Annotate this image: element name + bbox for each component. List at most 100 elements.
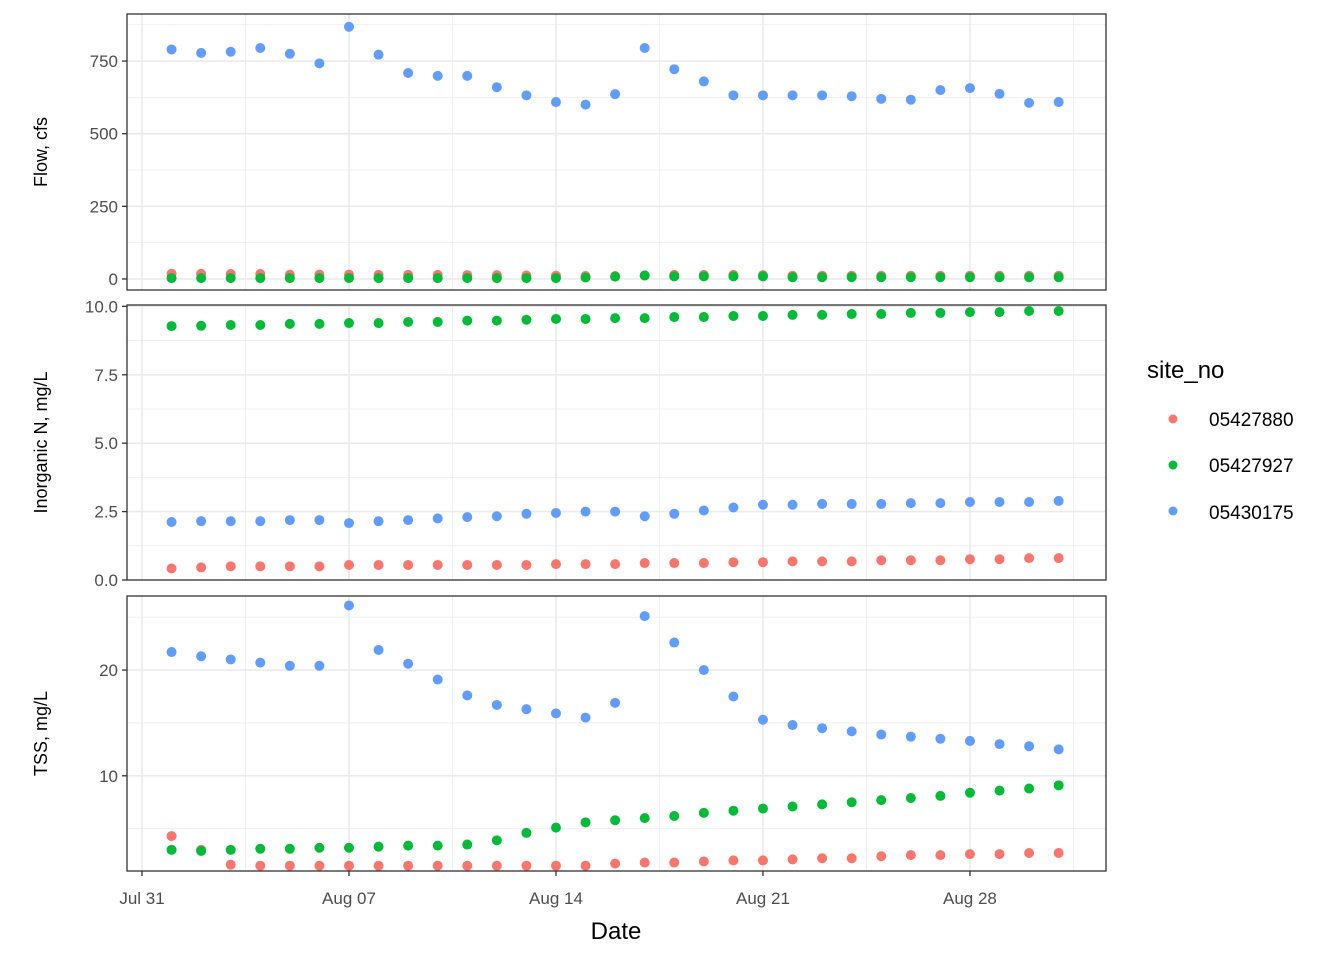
data-point — [225, 46, 236, 57]
series-05427880 — [166, 553, 1064, 574]
data-point — [639, 611, 650, 622]
series-05427927 — [166, 780, 1064, 856]
data-point — [728, 691, 739, 702]
data-point — [817, 799, 828, 810]
data-point — [462, 690, 473, 701]
data-point — [403, 860, 414, 871]
data-point — [580, 313, 591, 324]
data-point — [994, 497, 1005, 508]
x-tick-label: Aug 28 — [943, 889, 997, 908]
legend-item-05430175: 05430175 — [1168, 503, 1294, 524]
series-05430175 — [166, 495, 1064, 529]
data-point — [550, 860, 561, 871]
legend-swatch-green — [1168, 460, 1178, 470]
data-point — [698, 856, 709, 867]
data-point — [432, 559, 443, 570]
data-point — [728, 271, 739, 282]
data-point — [1024, 272, 1035, 283]
data-point — [373, 318, 384, 329]
data-point — [284, 843, 295, 854]
data-point — [284, 515, 295, 526]
data-point — [610, 559, 621, 570]
data-point — [639, 813, 650, 824]
legend-swatch-blue — [1168, 506, 1178, 516]
legend-label: 05427880 — [1209, 410, 1294, 431]
data-point — [432, 860, 443, 871]
data-point — [1024, 741, 1035, 752]
data-point — [698, 76, 709, 87]
data-point — [698, 558, 709, 569]
data-point — [314, 660, 325, 671]
legend-item-05427927: 05427927 — [1168, 456, 1294, 477]
data-point — [314, 860, 325, 871]
data-point — [550, 313, 561, 324]
data-point — [935, 733, 946, 744]
data-point — [1053, 306, 1064, 317]
y-axis-title: TSS, mg/L — [31, 691, 51, 776]
data-point — [521, 508, 532, 519]
data-point — [994, 739, 1005, 750]
data-point — [905, 555, 916, 566]
data-point — [846, 853, 857, 864]
x-axis-title: Date — [591, 918, 642, 945]
data-point — [994, 849, 1005, 860]
data-point — [964, 497, 975, 508]
data-point — [521, 90, 532, 101]
legend-item-05427880: 05427880 — [1168, 410, 1294, 431]
data-point — [1053, 744, 1064, 755]
data-point — [728, 805, 739, 816]
data-point — [166, 273, 177, 284]
data-point — [1053, 272, 1064, 283]
data-point — [817, 309, 828, 320]
data-point — [403, 559, 414, 570]
data-point — [284, 318, 295, 329]
data-point — [403, 67, 414, 78]
data-point — [314, 318, 325, 329]
data-point — [373, 644, 384, 655]
y-tick-label: 10.0 — [85, 297, 118, 316]
data-point — [225, 859, 236, 870]
data-point — [935, 498, 946, 509]
data-point — [225, 561, 236, 572]
data-point — [1053, 553, 1064, 564]
data-point — [846, 797, 857, 808]
panel-2: 0.0 2.5 5.0 7.5 10.0 Inorganic N, mg/L — [31, 297, 1107, 590]
data-point — [521, 704, 532, 715]
data-point — [166, 647, 177, 658]
data-point — [935, 850, 946, 861]
data-point — [935, 555, 946, 566]
series-05427927 — [166, 270, 1064, 284]
data-point — [491, 699, 502, 710]
data-point — [284, 660, 295, 671]
data-point — [373, 516, 384, 527]
data-point — [905, 94, 916, 105]
data-point — [610, 697, 621, 708]
data-point — [284, 860, 295, 871]
data-point — [817, 90, 828, 101]
data-point — [905, 793, 916, 804]
data-point — [787, 854, 798, 865]
data-point — [314, 58, 325, 69]
y-axis-title: Inorganic N, mg/L — [31, 371, 51, 513]
data-point — [462, 70, 473, 81]
data-point — [373, 559, 384, 570]
data-point — [255, 42, 266, 53]
data-point — [462, 315, 473, 326]
data-point — [639, 270, 650, 281]
series-05430175 — [166, 600, 1064, 755]
data-point — [905, 272, 916, 283]
data-point — [846, 272, 857, 283]
data-point — [935, 85, 946, 96]
data-point — [255, 273, 266, 284]
legend-label: 05427927 — [1209, 456, 1294, 477]
data-point — [669, 508, 680, 519]
data-point — [994, 785, 1005, 796]
data-point — [905, 498, 916, 509]
data-point — [1024, 848, 1035, 859]
data-point — [550, 559, 561, 570]
y-tick-label: 7.5 — [94, 366, 118, 385]
data-point — [550, 97, 561, 108]
data-point — [669, 811, 680, 821]
y-tick-label: 2.5 — [94, 503, 118, 522]
data-point — [669, 558, 680, 569]
